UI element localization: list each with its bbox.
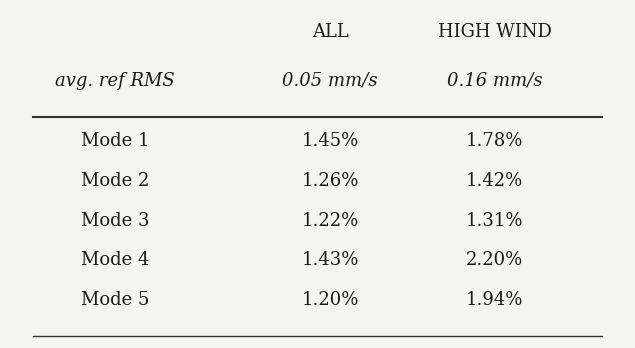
Text: 1.31%: 1.31%: [465, 212, 523, 230]
Text: 1.45%: 1.45%: [302, 132, 359, 150]
Text: 2.20%: 2.20%: [466, 251, 523, 269]
Text: ALL: ALL: [312, 23, 349, 41]
Text: Mode 1: Mode 1: [81, 132, 149, 150]
Text: 1.94%: 1.94%: [466, 291, 523, 309]
Text: 1.26%: 1.26%: [302, 172, 359, 190]
Text: 1.42%: 1.42%: [466, 172, 523, 190]
Text: Mode 4: Mode 4: [81, 251, 149, 269]
Text: 1.43%: 1.43%: [302, 251, 359, 269]
Text: 1.20%: 1.20%: [302, 291, 359, 309]
Text: 0.05 mm/s: 0.05 mm/s: [283, 72, 378, 90]
Text: HIGH WIND: HIGH WIND: [438, 23, 551, 41]
Text: avg. ref RMS: avg. ref RMS: [55, 72, 175, 90]
Text: Mode 2: Mode 2: [81, 172, 149, 190]
Text: Mode 5: Mode 5: [81, 291, 149, 309]
Text: 0.16 mm/s: 0.16 mm/s: [446, 72, 542, 90]
Text: 1.78%: 1.78%: [466, 132, 523, 150]
Text: 1.22%: 1.22%: [302, 212, 359, 230]
Text: Mode 3: Mode 3: [81, 212, 149, 230]
